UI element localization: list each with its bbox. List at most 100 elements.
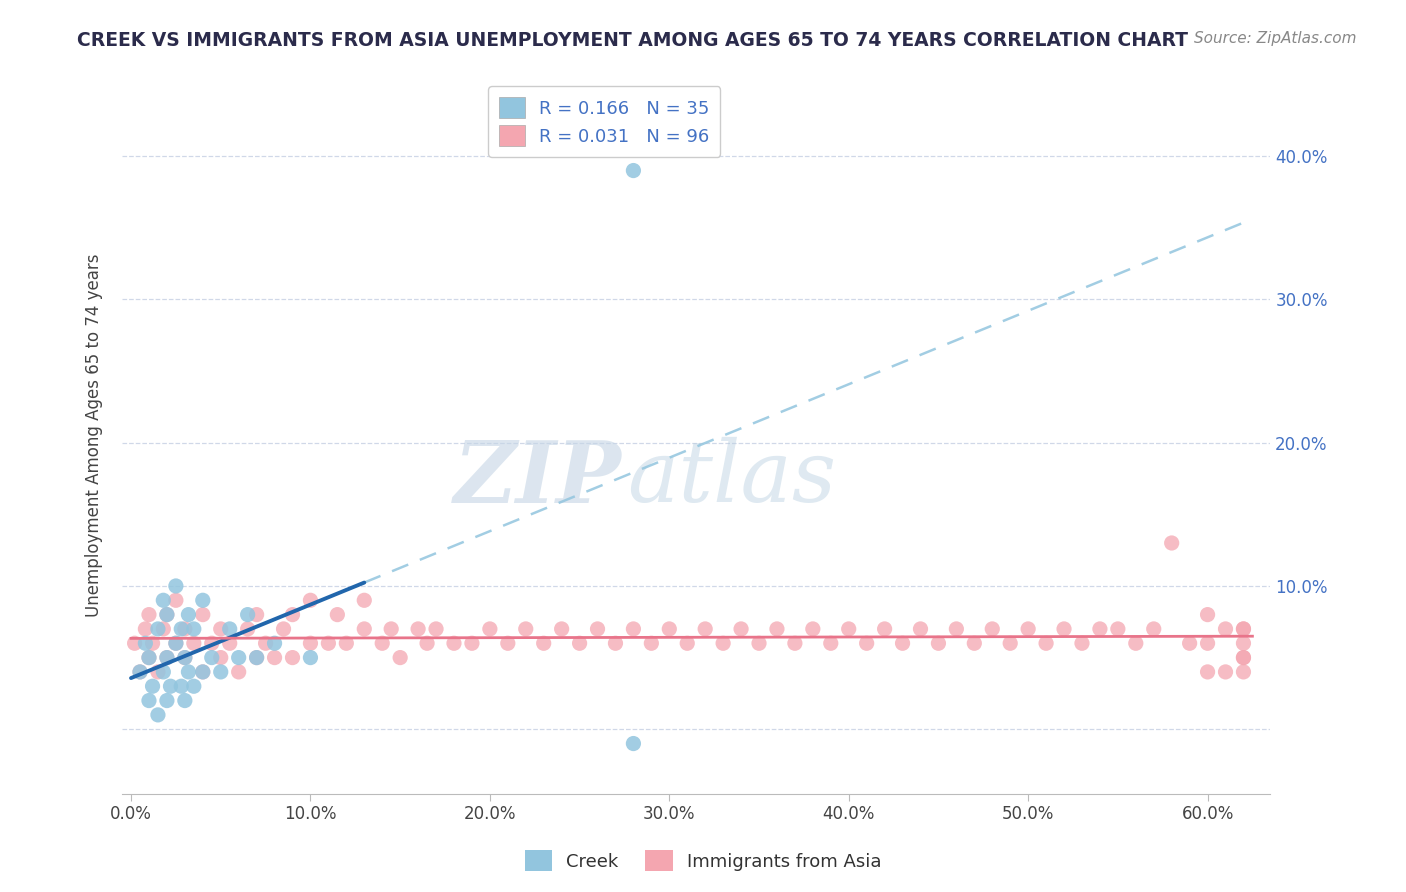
Point xyxy=(1197,636,1219,650)
Point xyxy=(273,622,295,636)
Point xyxy=(191,607,214,622)
Point xyxy=(1232,622,1254,636)
Point xyxy=(1160,536,1182,550)
Point xyxy=(173,622,195,636)
Point xyxy=(533,636,555,650)
Point xyxy=(515,622,537,636)
Point xyxy=(1053,622,1076,636)
Point xyxy=(281,607,304,622)
Point xyxy=(873,622,896,636)
Point xyxy=(425,622,447,636)
Point xyxy=(209,650,232,665)
Point xyxy=(134,636,156,650)
Point xyxy=(156,693,179,707)
Point xyxy=(173,693,195,707)
Point xyxy=(218,622,240,636)
Point xyxy=(335,636,357,650)
Point xyxy=(605,636,627,650)
Point xyxy=(263,636,285,650)
Point xyxy=(165,636,187,650)
Point xyxy=(218,636,240,650)
Point xyxy=(478,622,501,636)
Point xyxy=(152,593,174,607)
Point xyxy=(228,650,250,665)
Point xyxy=(461,636,484,650)
Point xyxy=(246,650,269,665)
Point xyxy=(586,622,609,636)
Text: CREEK VS IMMIGRANTS FROM ASIA UNEMPLOYMENT AMONG AGES 65 TO 74 YEARS CORRELATION: CREEK VS IMMIGRANTS FROM ASIA UNEMPLOYME… xyxy=(77,31,1188,50)
Point xyxy=(676,636,699,650)
Point xyxy=(981,622,1004,636)
Point xyxy=(910,622,932,636)
Point xyxy=(299,650,322,665)
Point xyxy=(209,622,232,636)
Point xyxy=(146,665,169,679)
Point xyxy=(855,636,877,650)
Point xyxy=(1232,650,1254,665)
Point xyxy=(254,636,277,650)
Point xyxy=(1125,636,1147,650)
Point xyxy=(1232,665,1254,679)
Point xyxy=(1071,636,1094,650)
Point xyxy=(138,693,160,707)
Point xyxy=(156,607,179,622)
Point xyxy=(496,636,519,650)
Point xyxy=(783,636,806,650)
Point xyxy=(165,579,187,593)
Point xyxy=(129,665,152,679)
Point xyxy=(1197,665,1219,679)
Point xyxy=(380,622,402,636)
Point xyxy=(236,607,259,622)
Point xyxy=(1215,622,1237,636)
Point xyxy=(263,650,285,665)
Point xyxy=(820,636,842,650)
Point xyxy=(124,636,146,650)
Point xyxy=(152,665,174,679)
Point xyxy=(1143,622,1166,636)
Point xyxy=(165,593,187,607)
Point xyxy=(129,665,152,679)
Point xyxy=(406,622,429,636)
Point xyxy=(963,636,986,650)
Point xyxy=(640,636,662,650)
Point xyxy=(1088,622,1111,636)
Point xyxy=(1017,622,1039,636)
Point xyxy=(228,665,250,679)
Point xyxy=(416,636,439,650)
Point xyxy=(353,622,375,636)
Point xyxy=(201,636,224,650)
Point xyxy=(246,650,269,665)
Point xyxy=(246,607,269,622)
Point xyxy=(281,650,304,665)
Point xyxy=(623,163,645,178)
Legend: R = 0.166   N = 35, R = 0.031   N = 96: R = 0.166 N = 35, R = 0.031 N = 96 xyxy=(488,87,720,157)
Point xyxy=(152,622,174,636)
Point xyxy=(945,622,967,636)
Point xyxy=(165,636,187,650)
Point xyxy=(299,636,322,650)
Point xyxy=(568,636,591,650)
Point xyxy=(1232,636,1254,650)
Point xyxy=(443,636,465,650)
Text: atlas: atlas xyxy=(627,437,837,520)
Point xyxy=(353,593,375,607)
Text: ZIP: ZIP xyxy=(454,437,621,520)
Point xyxy=(801,622,824,636)
Point xyxy=(1232,650,1254,665)
Text: Source: ZipAtlas.com: Source: ZipAtlas.com xyxy=(1194,31,1357,46)
Point xyxy=(1232,622,1254,636)
Point xyxy=(134,622,156,636)
Point xyxy=(658,622,681,636)
Point xyxy=(209,665,232,679)
Point xyxy=(389,650,412,665)
Point xyxy=(1197,607,1219,622)
Point xyxy=(183,636,205,650)
Point xyxy=(191,593,214,607)
Point xyxy=(183,622,205,636)
Point xyxy=(326,607,349,622)
Point xyxy=(1035,636,1057,650)
Legend: Creek, Immigrants from Asia: Creek, Immigrants from Asia xyxy=(517,843,889,879)
Point xyxy=(138,650,160,665)
Point xyxy=(1215,665,1237,679)
Point xyxy=(927,636,949,650)
